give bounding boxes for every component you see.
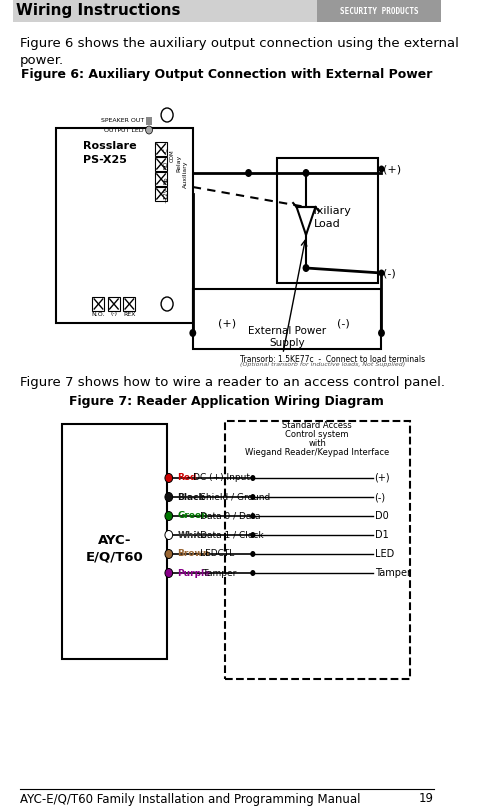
Bar — [62, 424, 167, 659]
Text: Brown: Brown — [177, 550, 210, 559]
Text: E/Q/T60: E/Q/T60 — [86, 551, 144, 564]
Text: N.O.: N.O. — [92, 311, 105, 316]
Circle shape — [245, 169, 252, 177]
Text: (-): (-) — [110, 311, 117, 316]
Text: SPEAKER OUT: SPEAKER OUT — [101, 118, 144, 123]
Circle shape — [250, 532, 255, 538]
Text: Relay: Relay — [177, 154, 182, 172]
Text: REX: REX — [123, 311, 136, 316]
Text: (-): (-) — [383, 268, 396, 278]
Text: D0: D0 — [375, 511, 388, 521]
Text: Wiring Instructions: Wiring Instructions — [16, 3, 181, 19]
Text: (+): (+) — [383, 164, 401, 174]
Text: with: with — [308, 439, 326, 448]
Text: AYC-E/Q/T60 Family Installation and Programming Manual: AYC-E/Q/T60 Family Installation and Prog… — [19, 792, 360, 805]
Text: LED: LED — [375, 549, 394, 559]
Text: (+): (+) — [375, 473, 390, 483]
Bar — [317, 0, 441, 22]
Text: Red: Red — [177, 474, 197, 483]
Bar — [92, 297, 104, 311]
Text: OUTPUT LED: OUTPUT LED — [104, 127, 144, 132]
Text: - LEDCTL: - LEDCTL — [194, 550, 234, 559]
Text: - Data 0 / Data: - Data 0 / Data — [194, 512, 260, 521]
Bar — [155, 172, 167, 186]
Circle shape — [165, 474, 173, 483]
Text: Wiegand Reader/Keypad Interface: Wiegand Reader/Keypad Interface — [245, 448, 389, 457]
Text: - DC (+) Input: - DC (+) Input — [187, 474, 250, 483]
Bar — [108, 297, 120, 311]
Text: PS-X25: PS-X25 — [83, 155, 127, 165]
Bar — [155, 157, 167, 171]
Polygon shape — [296, 207, 315, 235]
Text: Load: Load — [314, 219, 341, 229]
Circle shape — [378, 269, 384, 277]
Text: SECURITY PRODUCTS: SECURITY PRODUCTS — [340, 6, 418, 15]
Text: D1: D1 — [375, 530, 388, 540]
Text: Auxiliary: Auxiliary — [183, 161, 188, 188]
Text: Auxiliary: Auxiliary — [303, 206, 352, 216]
Bar — [146, 117, 153, 125]
Circle shape — [165, 492, 173, 501]
Text: (+): (+) — [218, 318, 236, 328]
Circle shape — [378, 165, 384, 173]
Text: External Power: External Power — [248, 326, 326, 336]
Text: 19: 19 — [419, 792, 434, 805]
Text: Control system: Control system — [285, 430, 349, 439]
Text: Nb: Nb — [164, 176, 169, 184]
Circle shape — [250, 494, 255, 500]
Text: Rosslare: Rosslare — [83, 141, 137, 151]
Circle shape — [302, 264, 309, 272]
Text: - Data 1 / Clock: - Data 1 / Clock — [194, 530, 263, 539]
Bar — [155, 187, 167, 201]
Text: COM: COM — [170, 150, 175, 162]
Text: White: White — [177, 530, 208, 539]
Circle shape — [378, 329, 385, 337]
Circle shape — [165, 530, 173, 539]
Circle shape — [250, 475, 255, 481]
Circle shape — [165, 569, 173, 577]
Text: NO: NO — [164, 161, 169, 169]
Text: Green: Green — [177, 512, 208, 521]
Circle shape — [146, 126, 153, 134]
Circle shape — [161, 108, 173, 122]
Circle shape — [190, 329, 196, 337]
Text: C: C — [164, 148, 169, 152]
Text: Tamper: Tamper — [375, 568, 411, 578]
Bar — [123, 297, 135, 311]
Circle shape — [250, 551, 255, 557]
Text: - Tamper: - Tamper — [197, 569, 237, 577]
Circle shape — [250, 570, 255, 576]
Text: - Shield / Ground: - Shield / Ground — [194, 492, 270, 501]
Text: (-): (-) — [336, 318, 349, 328]
Text: Standard Access: Standard Access — [282, 421, 352, 430]
Circle shape — [250, 513, 255, 519]
Text: Figure 7 shows how to wire a reader to an access control panel.: Figure 7 shows how to wire a reader to a… — [19, 376, 445, 389]
Bar — [55, 128, 193, 323]
Bar — [193, 289, 381, 349]
Text: Figure 6: Auxiliary Output Connection with External Power: Figure 6: Auxiliary Output Connection wi… — [20, 68, 432, 81]
Text: Supply: Supply — [269, 338, 305, 348]
Text: Figure 6 shows the auxiliary output connection using the external
power.: Figure 6 shows the auxiliary output conn… — [19, 37, 459, 67]
Text: Figure 7: Reader Application Wiring Diagram: Figure 7: Reader Application Wiring Diag… — [69, 395, 384, 408]
Text: Black: Black — [177, 492, 205, 501]
Circle shape — [165, 550, 173, 559]
Bar — [277, 158, 378, 283]
Bar — [155, 142, 167, 156]
Text: +12V: +12V — [164, 187, 169, 203]
Text: (Optional transorb for inductive loads, Not Supplied): (Optional transorb for inductive loads, … — [240, 362, 405, 367]
Bar — [226, 421, 410, 679]
Text: (-): (-) — [375, 492, 386, 502]
Circle shape — [302, 169, 309, 177]
Circle shape — [161, 297, 173, 311]
Bar — [12, 0, 441, 22]
Circle shape — [165, 512, 173, 521]
Text: Transorb: 1.5KE77c  -  Connect to load terminals: Transorb: 1.5KE77c - Connect to load ter… — [240, 355, 425, 364]
Text: AYC-: AYC- — [98, 534, 132, 547]
Text: Purple: Purple — [177, 569, 211, 577]
